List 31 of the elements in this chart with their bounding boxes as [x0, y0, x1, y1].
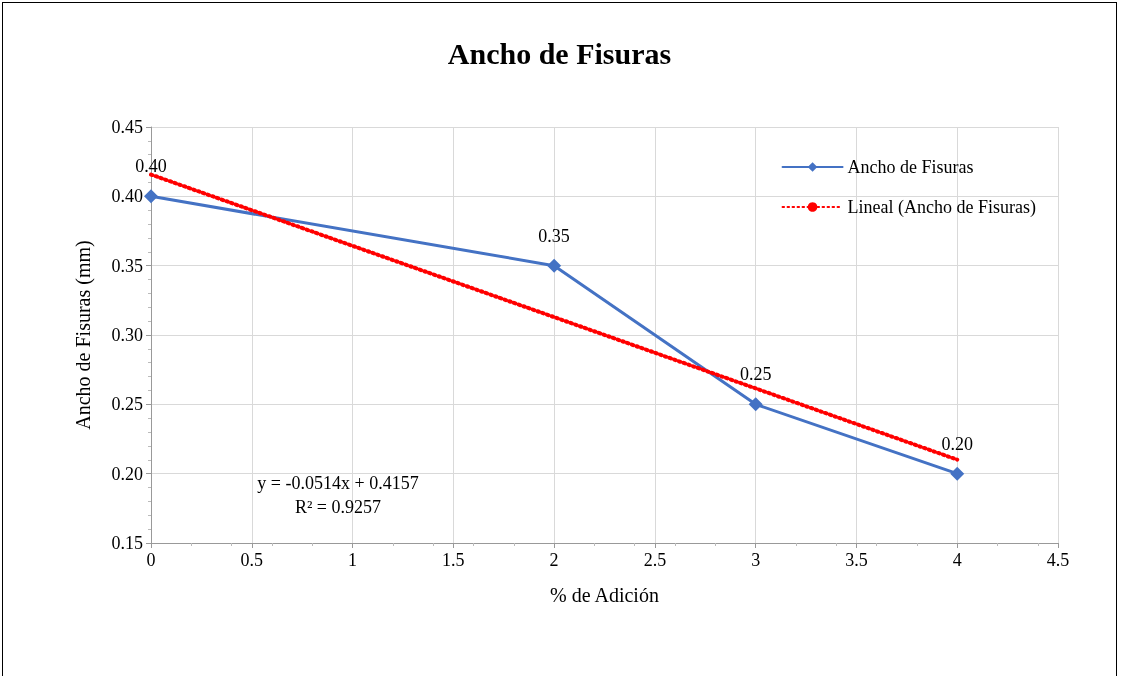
- data-label: 0.25: [739, 364, 772, 385]
- y-tick-label: 0.30: [111, 325, 143, 345]
- point: [748, 397, 763, 412]
- x-tick-label: 4: [952, 550, 962, 570]
- y-tick-label: 0.35: [111, 255, 143, 276]
- x-tick-label: 0.5: [240, 550, 264, 570]
- y-tick-label: 0.45: [111, 117, 143, 137]
- legend-label: Ancho de Fisuras: [847, 157, 974, 177]
- data-label: 0.40: [135, 156, 167, 177]
- y-tick-label: 0.40: [111, 186, 143, 207]
- x-tick-label: 3.5: [845, 550, 868, 570]
- point: [144, 189, 158, 204]
- y-tick-label: 0.15: [111, 533, 143, 553]
- point: [950, 466, 965, 481]
- x-axis-title: % de Adición: [550, 584, 659, 606]
- x-tick-label: 1: [348, 550, 358, 570]
- x-tick-label: 2.5: [643, 550, 667, 570]
- x-tick-label: 1.5: [442, 550, 465, 570]
- data-label: 0.20: [941, 433, 973, 454]
- annotation: y = -0.0514x + 0.4157 R² = 0.9257: [257, 473, 419, 517]
- y-tick-label: 0.25: [111, 394, 143, 415]
- y-tick-label: 0.20: [111, 463, 143, 484]
- y-axis-title: Ancho de Fisuras (mm): [72, 240, 95, 430]
- x-tick-label: 4.5: [1046, 550, 1070, 570]
- chart-title: Ancho de Fisuras: [447, 36, 672, 70]
- x-tick-label: 2: [549, 550, 559, 570]
- x-tick-label: 3: [751, 550, 761, 570]
- data-label: 0.35: [538, 225, 570, 246]
- x-tick-label: 0: [146, 550, 156, 570]
- legend-label: Lineal (Ancho de Fisuras): [847, 197, 1037, 218]
- point: [547, 258, 562, 273]
